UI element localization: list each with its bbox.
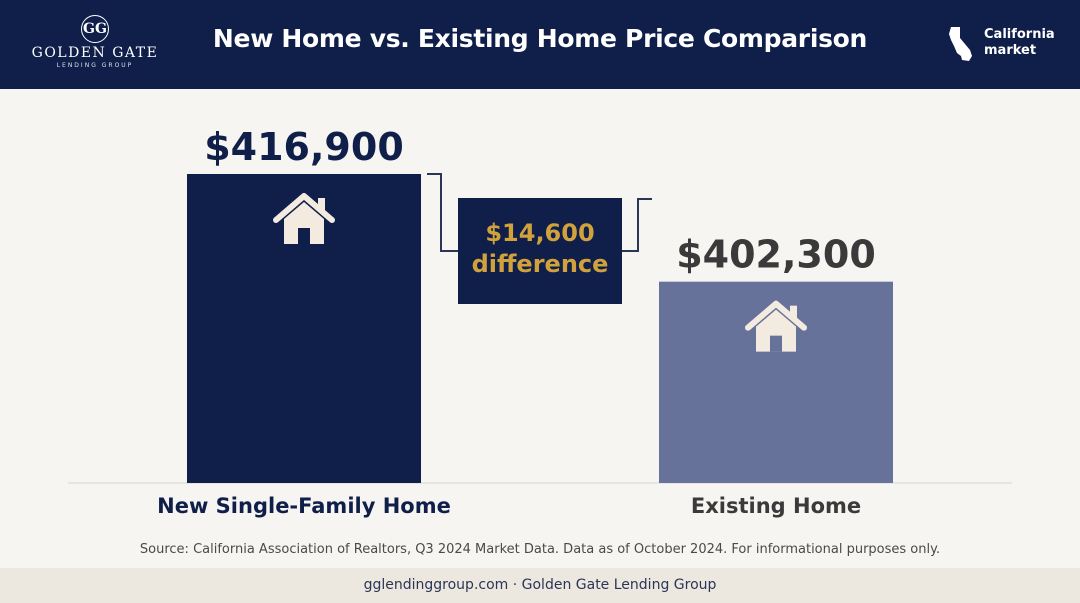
- source-note: Source: California Association of Realto…: [139, 542, 941, 557]
- region-line-1: California: [984, 27, 1055, 42]
- region-label: California market: [984, 27, 1080, 59]
- house-icon: [273, 193, 335, 244]
- price-comparison-chart: $416,900 New Single-Family Home $402,300 Ex…: [68, 125, 1012, 518]
- house-icon: [745, 300, 807, 352]
- footer-bar: gglendinggroup.com · Golden Gate Lending…: [0, 568, 1080, 603]
- bar-value-label-2: $402,300: [676, 233, 876, 277]
- connector-line-right: [622, 198, 652, 252]
- logo-subtitle: LENDING GROUP: [56, 62, 134, 69]
- difference-label: difference: [471, 250, 609, 278]
- footer-text: gglendinggroup.com · Golden Gate Lending…: [363, 577, 717, 593]
- california-state-icon: [949, 27, 972, 61]
- connector-line-left: [427, 173, 458, 252]
- category-label-1: New Single-Family Home: [157, 494, 451, 518]
- logo-name: GOLDEN GATE: [31, 45, 159, 61]
- region-line-2: market: [984, 43, 1037, 58]
- page-title: New Home vs. Existing Home Price Compari…: [212, 24, 868, 53]
- difference-callout: $14,600 difference: [458, 198, 622, 304]
- header-bar: GG GOLDEN GATE LENDING GROUP New Home vs…: [0, 0, 1080, 89]
- logo-monogram-icon: GG: [81, 15, 109, 43]
- category-label-2: Existing Home: [691, 494, 861, 518]
- bar-value-label-1: $416,900: [204, 125, 404, 169]
- difference-amount: $14,600: [485, 219, 595, 247]
- brand-logo: GG GOLDEN GATE LENDING GROUP: [20, 12, 170, 78]
